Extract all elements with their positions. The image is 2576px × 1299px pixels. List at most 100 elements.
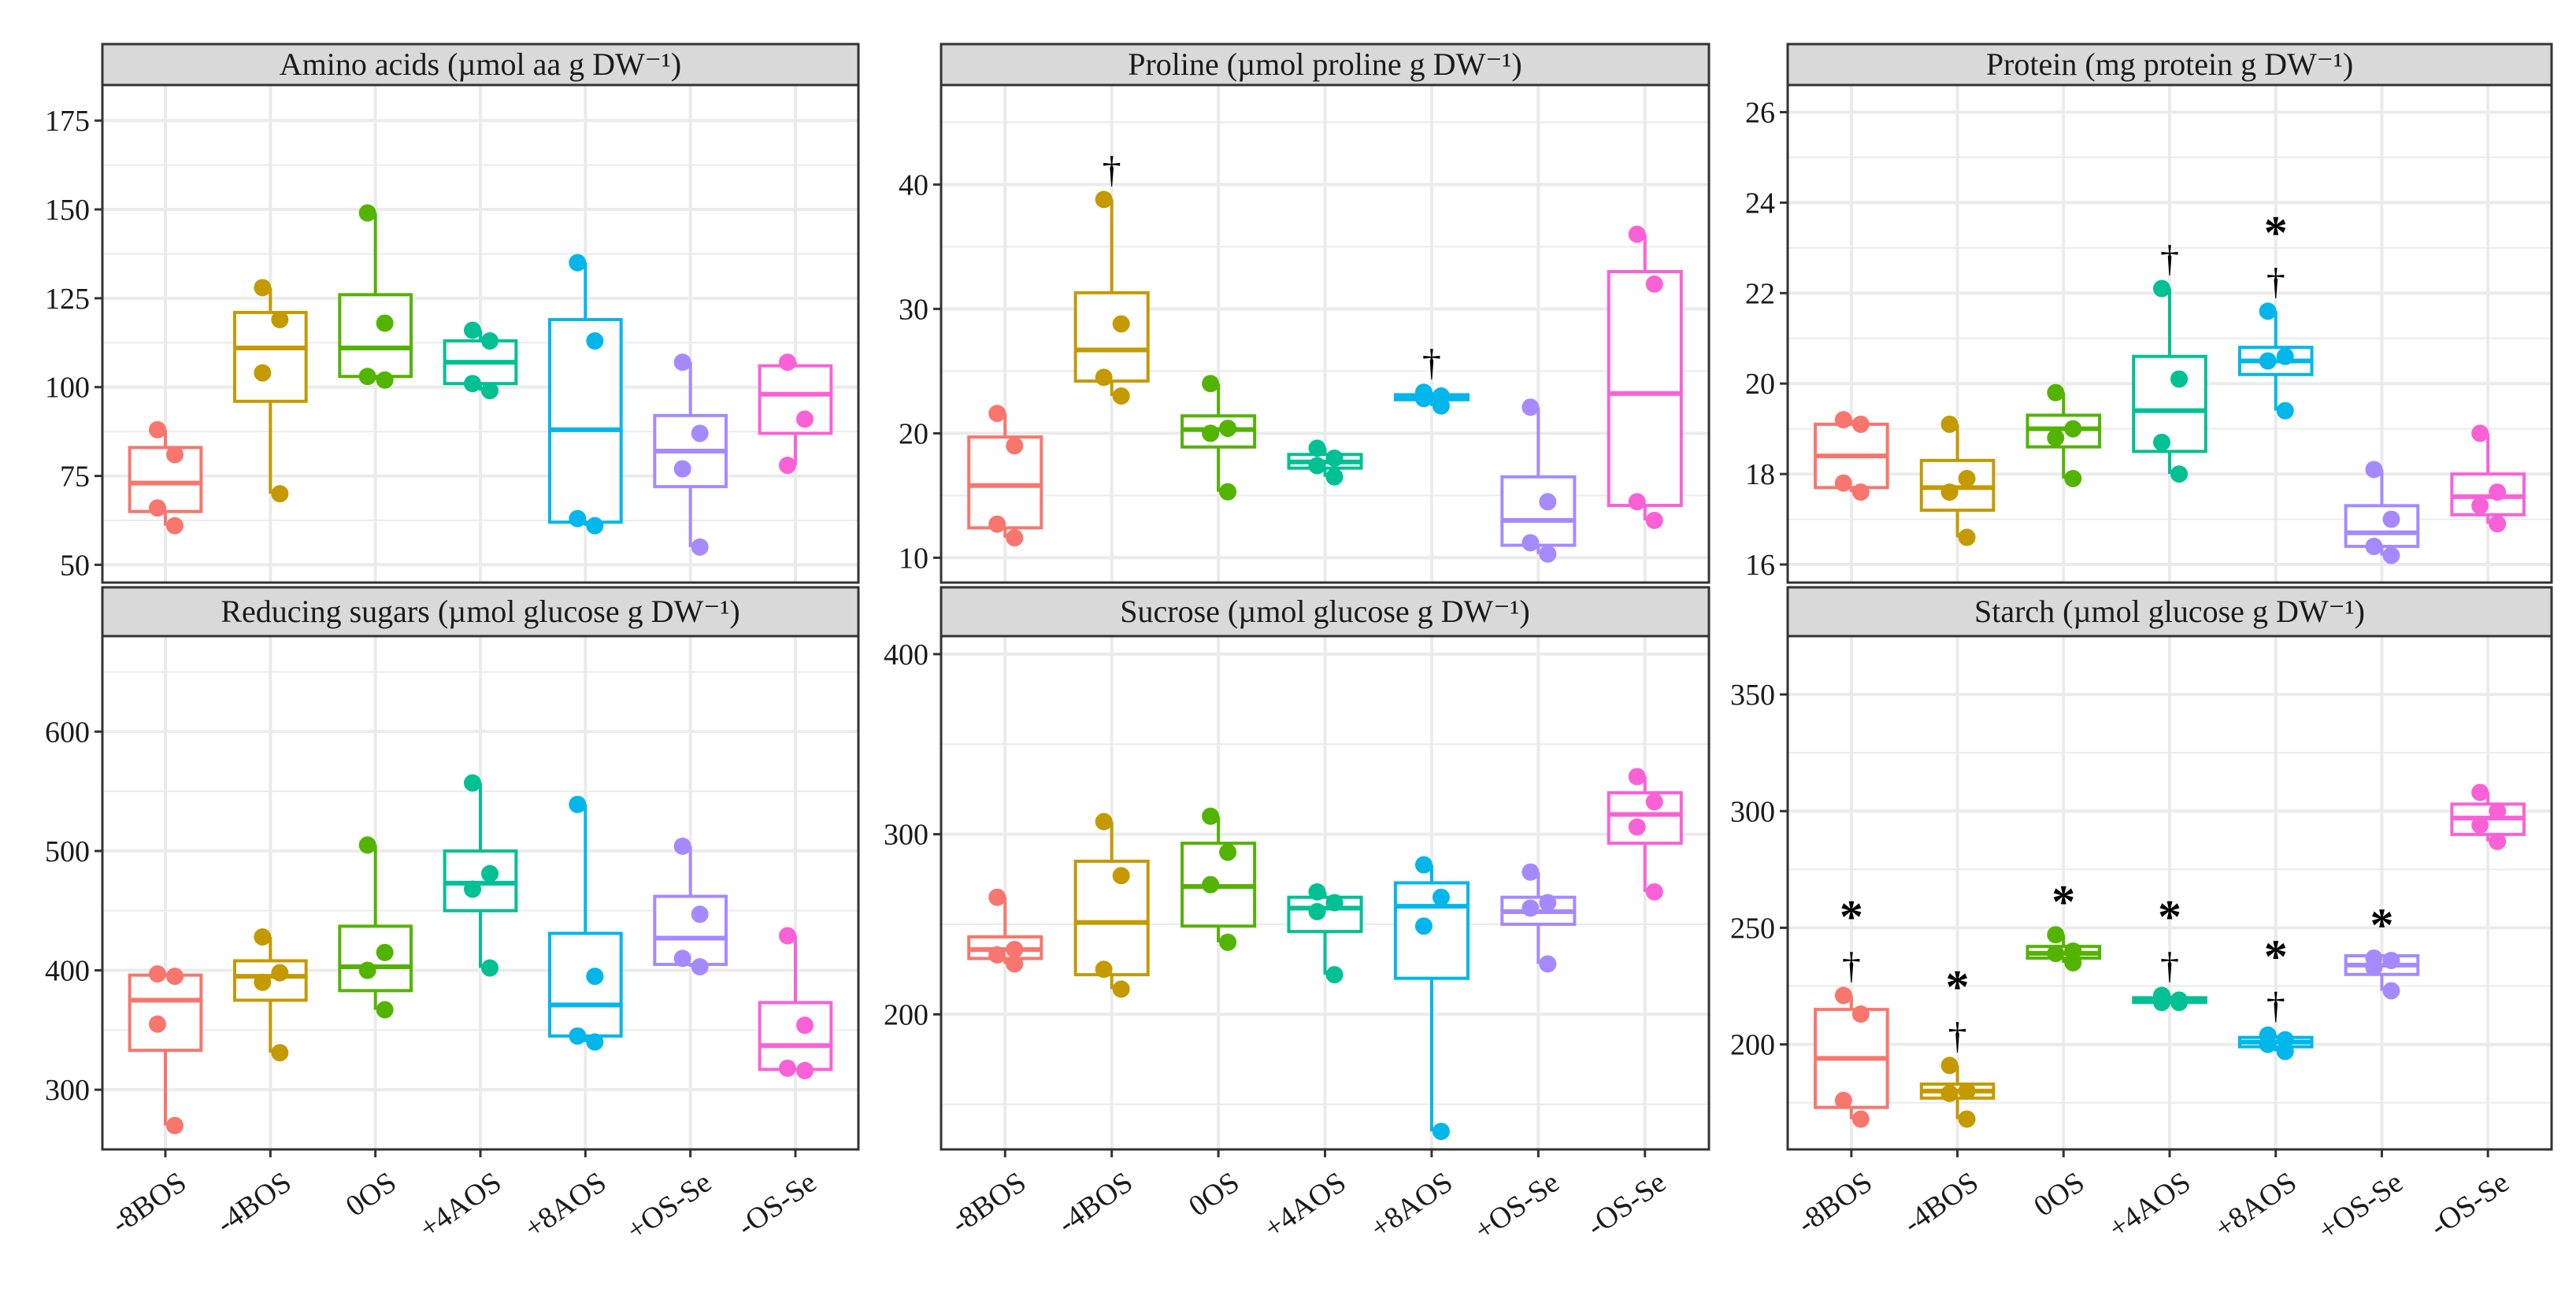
y-tick-label: 22	[1745, 277, 1775, 310]
x-tick-label: +OS-Se	[2312, 1166, 2409, 1248]
x-tick-label: -8BOS	[945, 1166, 1032, 1241]
data-point	[1834, 474, 1852, 492]
data-point	[2170, 465, 2188, 483]
y-tick-label: 350	[1730, 679, 1775, 712]
data-point	[376, 371, 394, 389]
data-point	[1940, 483, 1959, 501]
data-point	[254, 928, 272, 946]
y-tick-label: 50	[60, 549, 90, 582]
iqr-box	[2344, 504, 2420, 549]
data-point	[1414, 917, 1433, 935]
x-tick-label: +4AOS	[413, 1166, 507, 1245]
panel-border	[1786, 83, 2553, 584]
data-point	[1522, 534, 1540, 552]
iqr-box	[338, 293, 413, 379]
data-point	[796, 1061, 814, 1079]
data-point	[1645, 793, 1663, 811]
data-point	[1202, 807, 1220, 825]
y-tick-label: 400	[45, 955, 90, 988]
data-point	[1095, 191, 1113, 209]
data-point	[1325, 966, 1344, 984]
data-point	[254, 364, 272, 382]
iqr-box	[2132, 354, 2207, 453]
data-point	[673, 837, 691, 855]
iqr-box	[548, 317, 623, 524]
data-point	[569, 254, 587, 272]
data-point	[1940, 1057, 1959, 1075]
data-point	[1202, 375, 1220, 393]
data-point	[779, 457, 796, 475]
data-point	[2047, 383, 2065, 402]
significance-dagger: †	[1422, 342, 1441, 383]
box-+4AOS: †	[2132, 239, 2207, 483]
y-tick-label: 16	[1745, 549, 1775, 582]
iqr-box	[1607, 791, 1683, 846]
data-point	[2365, 958, 2383, 976]
data-point	[1432, 1123, 1450, 1141]
box--OS-Se	[1607, 768, 1683, 901]
significance-star: *	[2264, 931, 2288, 983]
box--OS-Se	[2450, 424, 2526, 533]
data-point	[376, 314, 394, 332]
box-+OS-Se	[653, 837, 728, 976]
data-point	[1202, 875, 1220, 894]
data-point	[569, 795, 587, 813]
data-point	[796, 1016, 814, 1034]
data-point	[1219, 843, 1237, 861]
box-+OS-Se	[653, 353, 728, 556]
data-point	[1851, 1110, 1870, 1128]
data-point	[1308, 439, 1326, 457]
data-point	[1112, 980, 1130, 998]
data-point	[1539, 955, 1557, 973]
y-tick-label: 150	[45, 194, 90, 227]
box-+8AOS: †	[1393, 342, 1470, 415]
box-+4AOS	[443, 774, 518, 977]
data-point	[1095, 368, 1113, 387]
data-point	[2276, 1042, 2294, 1060]
iqr-box	[443, 849, 518, 912]
panel-3: Reducing sugars (µmol glucose g DW⁻¹) 300…	[45, 586, 860, 1248]
y-tick-label: 300	[1730, 795, 1775, 828]
data-point	[376, 1001, 394, 1019]
data-point	[2382, 982, 2400, 1000]
y-tick-label: 200	[884, 998, 928, 1031]
iqr-box	[338, 924, 413, 993]
data-point	[2471, 497, 2489, 515]
data-point	[358, 961, 376, 979]
box--4BOS: †	[1073, 149, 1150, 405]
data-point	[464, 321, 481, 339]
panel-1: Proline (µmol proline g DW⁻¹) 10 20 30 40 † †	[899, 43, 1711, 584]
y-tick-label: 40	[899, 168, 928, 202]
data-point	[1325, 450, 1344, 467]
box-0OS: *	[2026, 875, 2102, 971]
data-point	[1628, 493, 1646, 511]
y-tick-label: 18	[1745, 458, 1775, 491]
data-point	[569, 509, 587, 527]
data-point	[1958, 1110, 1976, 1128]
data-point	[1645, 275, 1663, 293]
panel-4: Sucrose (µmol glucose g DW⁻¹) 200 300 400 -8…	[884, 586, 1711, 1247]
box-+4AOS: †*	[2132, 890, 2207, 1012]
data-point	[586, 332, 604, 350]
iqr-box	[128, 973, 203, 1053]
data-point	[1006, 955, 1024, 973]
significance-dagger: †	[2267, 261, 2285, 302]
box--OS-Se	[758, 353, 833, 475]
y-tick-label: 24	[1745, 187, 1775, 220]
significance-star: *	[2370, 899, 2393, 951]
data-point	[1834, 411, 1852, 429]
y-tick-label: 200	[1730, 1029, 1775, 1062]
significance-star: *	[2158, 890, 2181, 942]
data-point	[2365, 461, 2383, 479]
x-tick-label: +OS-Se	[621, 1166, 717, 1248]
significance-dagger: †	[2267, 985, 2285, 1027]
x-tick-label: -8BOS	[106, 1166, 193, 1241]
iqr-box	[128, 446, 203, 513]
x-tick-label: 0OS	[1183, 1166, 1245, 1223]
facet-title: Amino acids (µmol aa g DW⁻¹)	[280, 46, 681, 82]
data-point	[1006, 437, 1024, 455]
data-point	[1308, 883, 1326, 901]
data-point	[166, 968, 183, 986]
data-point	[691, 905, 709, 923]
data-point	[1834, 986, 1852, 1005]
